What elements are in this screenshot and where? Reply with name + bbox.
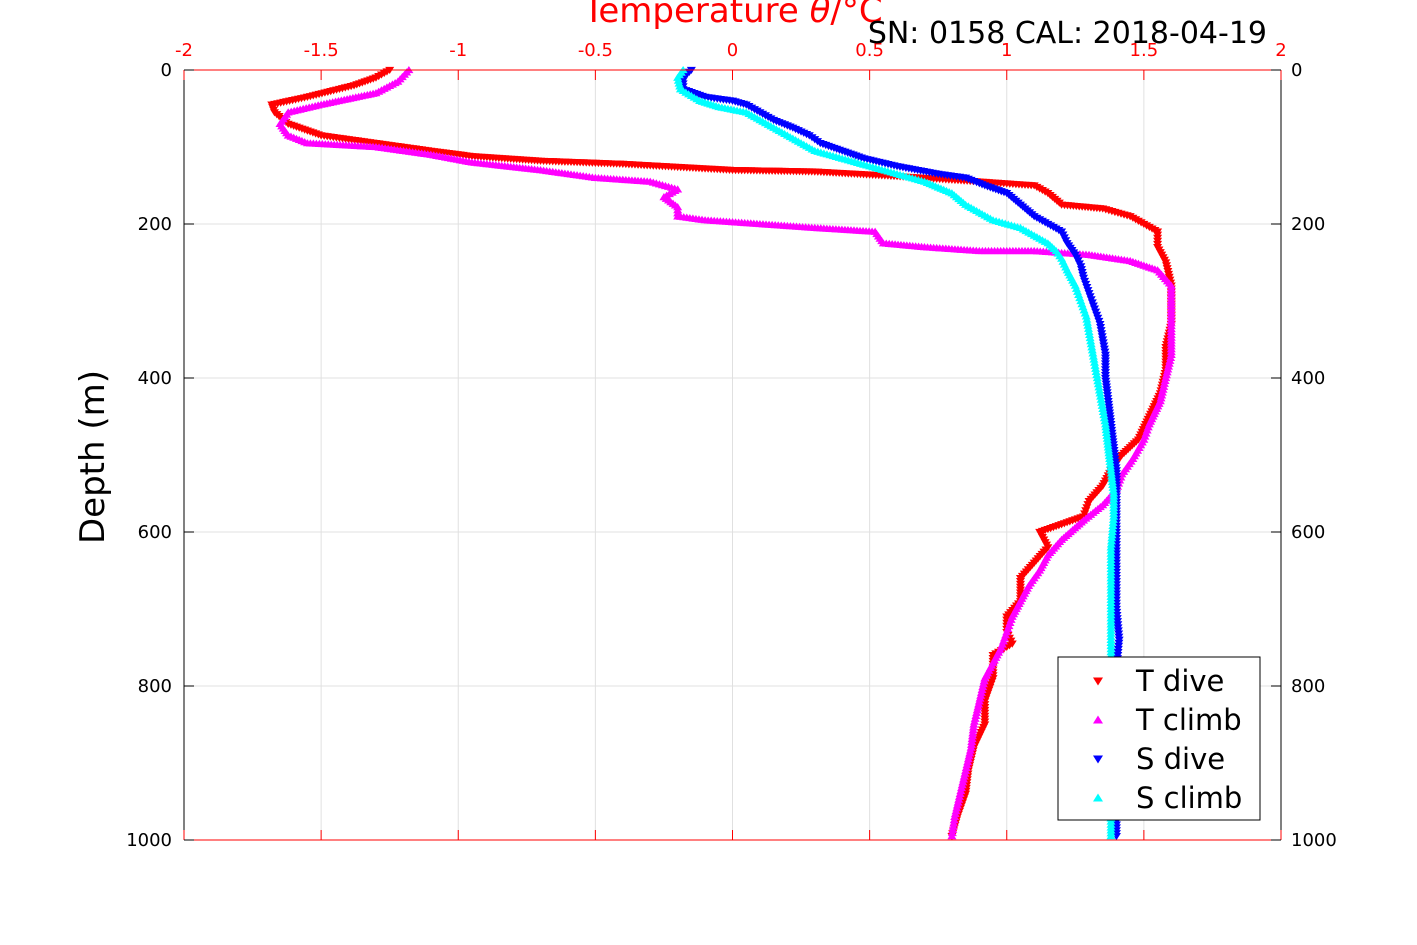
data-point (1097, 401, 1107, 409)
data-point (949, 816, 959, 824)
y-tick-label-right: 600 (1291, 522, 1325, 543)
x-axis-label: Temperature θ/°C (582, 0, 882, 31)
data-point (1087, 343, 1097, 351)
data-point (947, 832, 957, 840)
x-tick-label: 0.5 (855, 40, 884, 61)
data-point (1096, 395, 1106, 403)
y-tick-label-left: 800 (138, 676, 172, 697)
data-point (1081, 312, 1091, 320)
data-point (1083, 321, 1093, 329)
data-point (1096, 392, 1106, 400)
y-tick-label-right: 1000 (1291, 830, 1337, 851)
legend-marker-t-climb (1093, 715, 1103, 724)
x-tick-label: -1.5 (304, 40, 339, 61)
data-point (1085, 330, 1095, 339)
legend: T dive T climb S dive S climb (1057, 656, 1261, 821)
data-point (1083, 324, 1093, 332)
data-point (1093, 377, 1103, 385)
legend-box (1057, 656, 1261, 821)
serial-calibration-label: SN: 0158 CAL: 2018-04-19 (868, 16, 1267, 51)
data-point (1106, 832, 1116, 840)
data-point (950, 812, 960, 821)
y-tick-label-left: 1000 (126, 830, 172, 851)
data-point (1089, 355, 1099, 363)
y-tick-label-right: 800 (1291, 676, 1325, 697)
legend-marker-s-climb (1093, 793, 1103, 802)
x-tick-label: 1.5 (1130, 40, 1159, 61)
data-point (1082, 318, 1092, 326)
data-point (1092, 370, 1102, 379)
y-tick-label-left: 200 (138, 214, 172, 235)
series-t-climb (275, 65, 1176, 840)
data-point (1093, 380, 1103, 388)
data-point (1088, 352, 1098, 360)
data-point (1100, 417, 1110, 425)
data-point (947, 828, 957, 837)
data-point (948, 822, 958, 830)
legend-label-s-climb: S climb (1136, 781, 1242, 815)
data-point (1097, 398, 1107, 406)
legend-label-t-climb: T climb (1135, 703, 1242, 737)
data-point (1085, 333, 1095, 342)
legend-label-s-dive: S dive (1136, 742, 1225, 776)
y-tick-label-right: 400 (1291, 368, 1325, 389)
x-tick-label: -1 (449, 40, 467, 61)
data-point (1090, 361, 1100, 369)
data-point (1099, 413, 1109, 422)
data-point (1099, 410, 1109, 419)
y-tick-label-left: 0 (161, 60, 172, 81)
x-tick-label: -0.5 (578, 40, 613, 61)
data-point (949, 819, 959, 827)
x-tick-label: 0 (727, 40, 738, 61)
data-point (1086, 336, 1096, 345)
y-tick-label-right: 200 (1291, 214, 1325, 235)
data-point (1098, 407, 1108, 416)
data-point (1086, 340, 1096, 348)
x-tick-label: 1 (1001, 40, 1012, 61)
data-point (1095, 389, 1105, 397)
legend-label-t-dive: T dive (1135, 664, 1224, 698)
data-point (1090, 358, 1100, 366)
data-points (267, 65, 1176, 841)
series-s-climb (673, 65, 1119, 840)
data-point (1092, 373, 1102, 382)
data-point (1094, 386, 1104, 394)
x-tick-label: 2 (1275, 40, 1286, 61)
y-tick-label-left: 400 (138, 368, 172, 389)
data-point (1087, 346, 1097, 354)
x-tick-label: -2 (175, 40, 193, 61)
legend-marker-s-dive (1093, 755, 1103, 764)
y-tick-label-left: 600 (138, 522, 172, 543)
data-point (1082, 315, 1092, 323)
data-point (1088, 349, 1098, 357)
y-tick-label-right: 0 (1291, 60, 1302, 81)
data-point (1084, 327, 1094, 335)
y-axis-label: Depth (m) (73, 370, 113, 544)
data-point (1091, 364, 1101, 372)
series-s-dive (678, 66, 1124, 841)
data-point (948, 825, 958, 833)
data-point (1094, 383, 1104, 391)
series-t-dive (267, 66, 1176, 841)
data-point (1091, 367, 1101, 375)
legend-marker-t-dive (1093, 677, 1103, 686)
data-point (1098, 404, 1108, 412)
